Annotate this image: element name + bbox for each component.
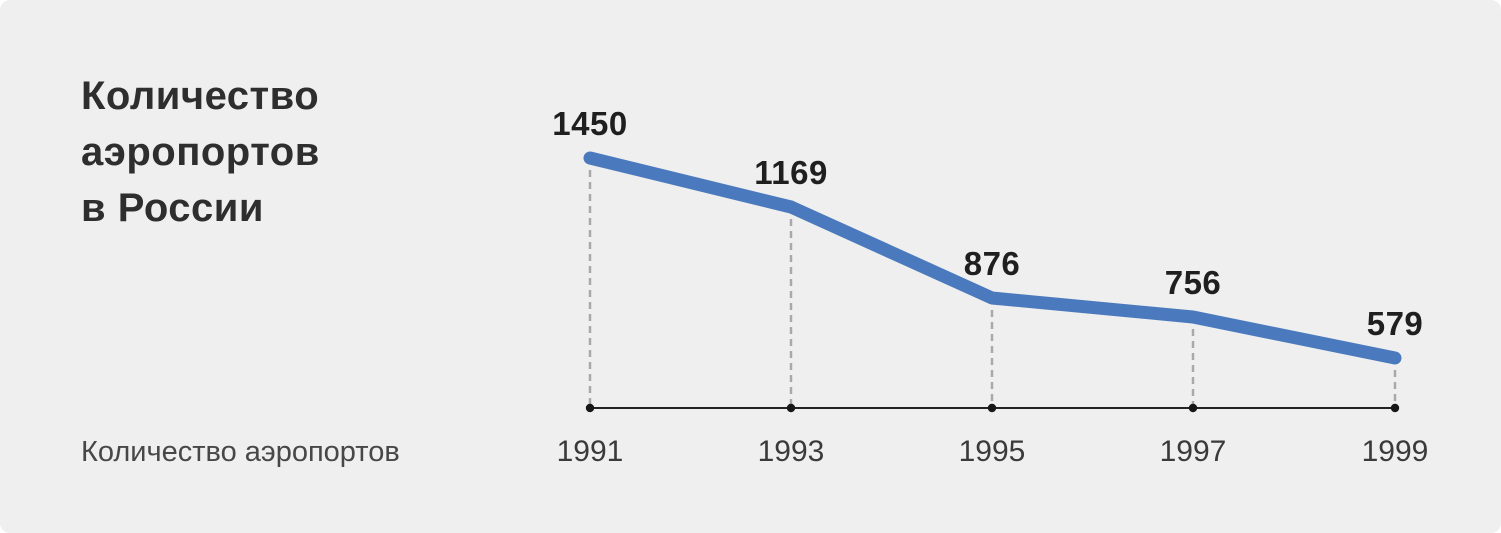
data-point-label: 756 <box>1164 264 1222 301</box>
chart-title-line-2: аэропортов <box>81 130 320 174</box>
x-axis-tick-label: 1995 <box>958 435 1026 468</box>
x-axis-tick-label: 1993 <box>757 435 825 468</box>
data-point-label: 876 <box>963 245 1021 282</box>
data-point-label: 1169 <box>754 154 828 191</box>
chart-title: Количество аэропортов в России <box>81 68 320 236</box>
data-point-label: 1450 <box>552 105 628 142</box>
series-legend-label: Количество аэропортов <box>81 436 400 468</box>
x-axis-tick-label: 1991 <box>556 435 624 468</box>
chart-title-line-1: Количество <box>81 74 320 118</box>
chart-title-line-3: в России <box>81 186 264 230</box>
x-axis-tick-label: 1997 <box>1159 435 1227 468</box>
axis-tick-dot <box>786 403 796 413</box>
x-axis-tick-label: 1999 <box>1361 435 1429 468</box>
axis-tick-dot <box>585 403 595 413</box>
axis-tick-dot <box>987 403 997 413</box>
data-line <box>583 151 1402 365</box>
data-point-label: 579 <box>1366 305 1424 342</box>
axis-tick-dot <box>1390 403 1400 413</box>
axis-tick-dot <box>1188 403 1198 413</box>
